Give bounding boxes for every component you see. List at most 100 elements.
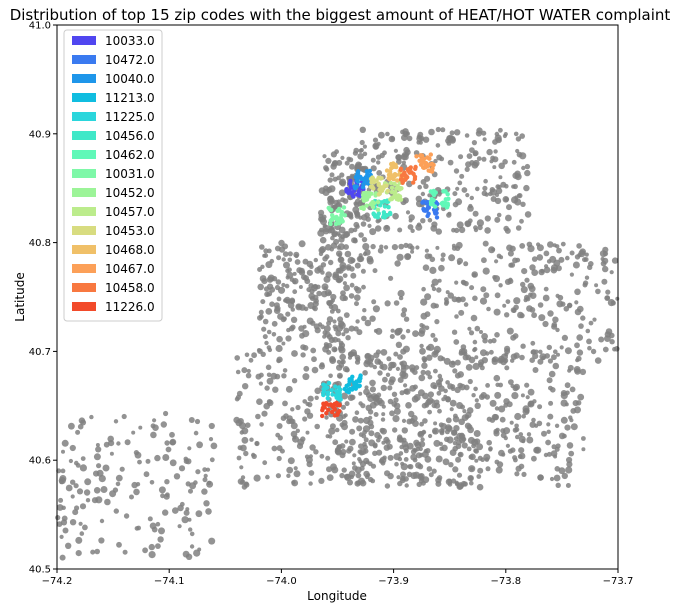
complaint-point — [508, 379, 514, 385]
complaint-point — [576, 355, 582, 362]
zip-point-10457.0 — [396, 185, 401, 191]
complaint-point — [401, 160, 406, 165]
complaint-point — [587, 345, 592, 351]
complaint-point — [122, 549, 128, 555]
complaint-point — [513, 304, 519, 311]
complaint-point — [408, 410, 415, 418]
complaint-point — [314, 387, 322, 395]
complaint-point — [263, 253, 269, 258]
zip-point-10031.0 — [339, 217, 344, 222]
zip-point-10467.0 — [425, 163, 430, 169]
complaint-point — [464, 166, 470, 172]
complaint-point — [386, 356, 392, 362]
complaint-point — [436, 390, 442, 396]
complaint-point — [427, 391, 434, 398]
complaint-point — [476, 474, 482, 479]
complaint-point — [303, 275, 309, 282]
complaint-point — [477, 467, 484, 474]
complaint-point — [308, 454, 313, 459]
complaint-point — [261, 410, 268, 417]
complaint-point — [362, 243, 370, 251]
complaint-point — [451, 329, 458, 335]
complaint-point — [271, 445, 278, 452]
complaint-point — [329, 356, 336, 363]
complaint-point — [474, 402, 481, 409]
complaint-point — [327, 434, 333, 439]
zip-point-10458.0 — [403, 177, 408, 182]
complaint-point — [489, 349, 494, 355]
complaint-point — [260, 264, 265, 269]
complaint-point — [377, 247, 384, 254]
complaint-point — [249, 437, 254, 442]
complaint-point — [307, 395, 314, 402]
complaint-point — [447, 292, 454, 299]
zip-point-11226.0 — [334, 400, 339, 406]
complaint-point — [402, 197, 409, 204]
complaint-point — [421, 286, 426, 292]
complaint-point — [494, 332, 500, 338]
complaint-point — [475, 186, 480, 192]
complaint-point — [109, 451, 114, 456]
zip-point-10467.0 — [418, 162, 424, 167]
zip-point-11225.0 — [321, 390, 326, 395]
complaint-point — [256, 398, 263, 406]
complaint-point — [121, 413, 127, 420]
complaint-point — [328, 195, 333, 201]
complaint-point — [209, 457, 215, 463]
complaint-point — [325, 271, 333, 279]
complaint-point — [445, 290, 450, 295]
complaint-point — [109, 490, 117, 498]
complaint-point — [461, 442, 468, 449]
complaint-point — [258, 372, 264, 378]
complaint-point — [328, 185, 336, 193]
complaint-point — [93, 470, 100, 477]
complaint-point — [465, 161, 472, 168]
complaint-point — [531, 269, 539, 276]
complaint-point — [437, 355, 444, 362]
complaint-point — [546, 344, 552, 351]
complaint-point — [397, 354, 403, 360]
complaint-point — [464, 133, 470, 138]
complaint-point — [155, 521, 161, 527]
complaint-point — [461, 187, 468, 193]
complaint-point — [391, 244, 398, 251]
complaint-point — [574, 308, 582, 316]
complaint-point — [515, 225, 522, 231]
complaint-point — [309, 444, 316, 451]
complaint-point — [373, 412, 379, 417]
complaint-point — [293, 466, 298, 471]
complaint-point — [428, 128, 435, 136]
complaint-point — [492, 356, 499, 363]
complaint-point — [398, 437, 404, 443]
complaint-point — [495, 466, 503, 474]
complaint-point — [59, 534, 64, 540]
complaint-point — [202, 477, 208, 483]
complaint-point — [345, 335, 351, 341]
complaint-point — [328, 299, 334, 305]
zip-point-11226.0 — [332, 413, 338, 418]
complaint-point — [586, 338, 592, 345]
zip-point-10031.0 — [326, 205, 331, 211]
complaint-point — [131, 430, 136, 435]
complaint-point — [269, 286, 276, 293]
complaint-point — [588, 261, 594, 267]
complaint-point — [525, 395, 530, 400]
complaint-point — [469, 480, 474, 486]
complaint-point — [282, 368, 288, 373]
complaint-point — [342, 366, 350, 373]
complaint-point — [70, 479, 76, 485]
complaint-point — [452, 441, 458, 446]
legend-label: 11226.0 — [105, 300, 155, 314]
complaint-point — [452, 201, 459, 208]
complaint-point — [424, 293, 432, 301]
zip-point-10033.0 — [350, 193, 355, 198]
complaint-point — [55, 515, 61, 521]
complaint-point — [435, 143, 441, 148]
complaint-point — [333, 327, 339, 332]
complaint-point — [342, 281, 347, 286]
complaint-point — [471, 140, 477, 146]
complaint-point — [264, 385, 270, 391]
complaint-point — [113, 508, 120, 514]
zip-point-10457.0 — [398, 197, 404, 202]
complaint-point — [449, 449, 457, 456]
